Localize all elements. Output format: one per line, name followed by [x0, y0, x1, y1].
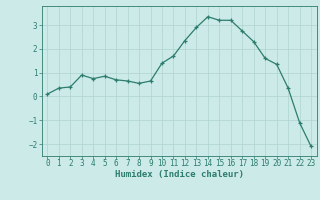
X-axis label: Humidex (Indice chaleur): Humidex (Indice chaleur): [115, 170, 244, 179]
